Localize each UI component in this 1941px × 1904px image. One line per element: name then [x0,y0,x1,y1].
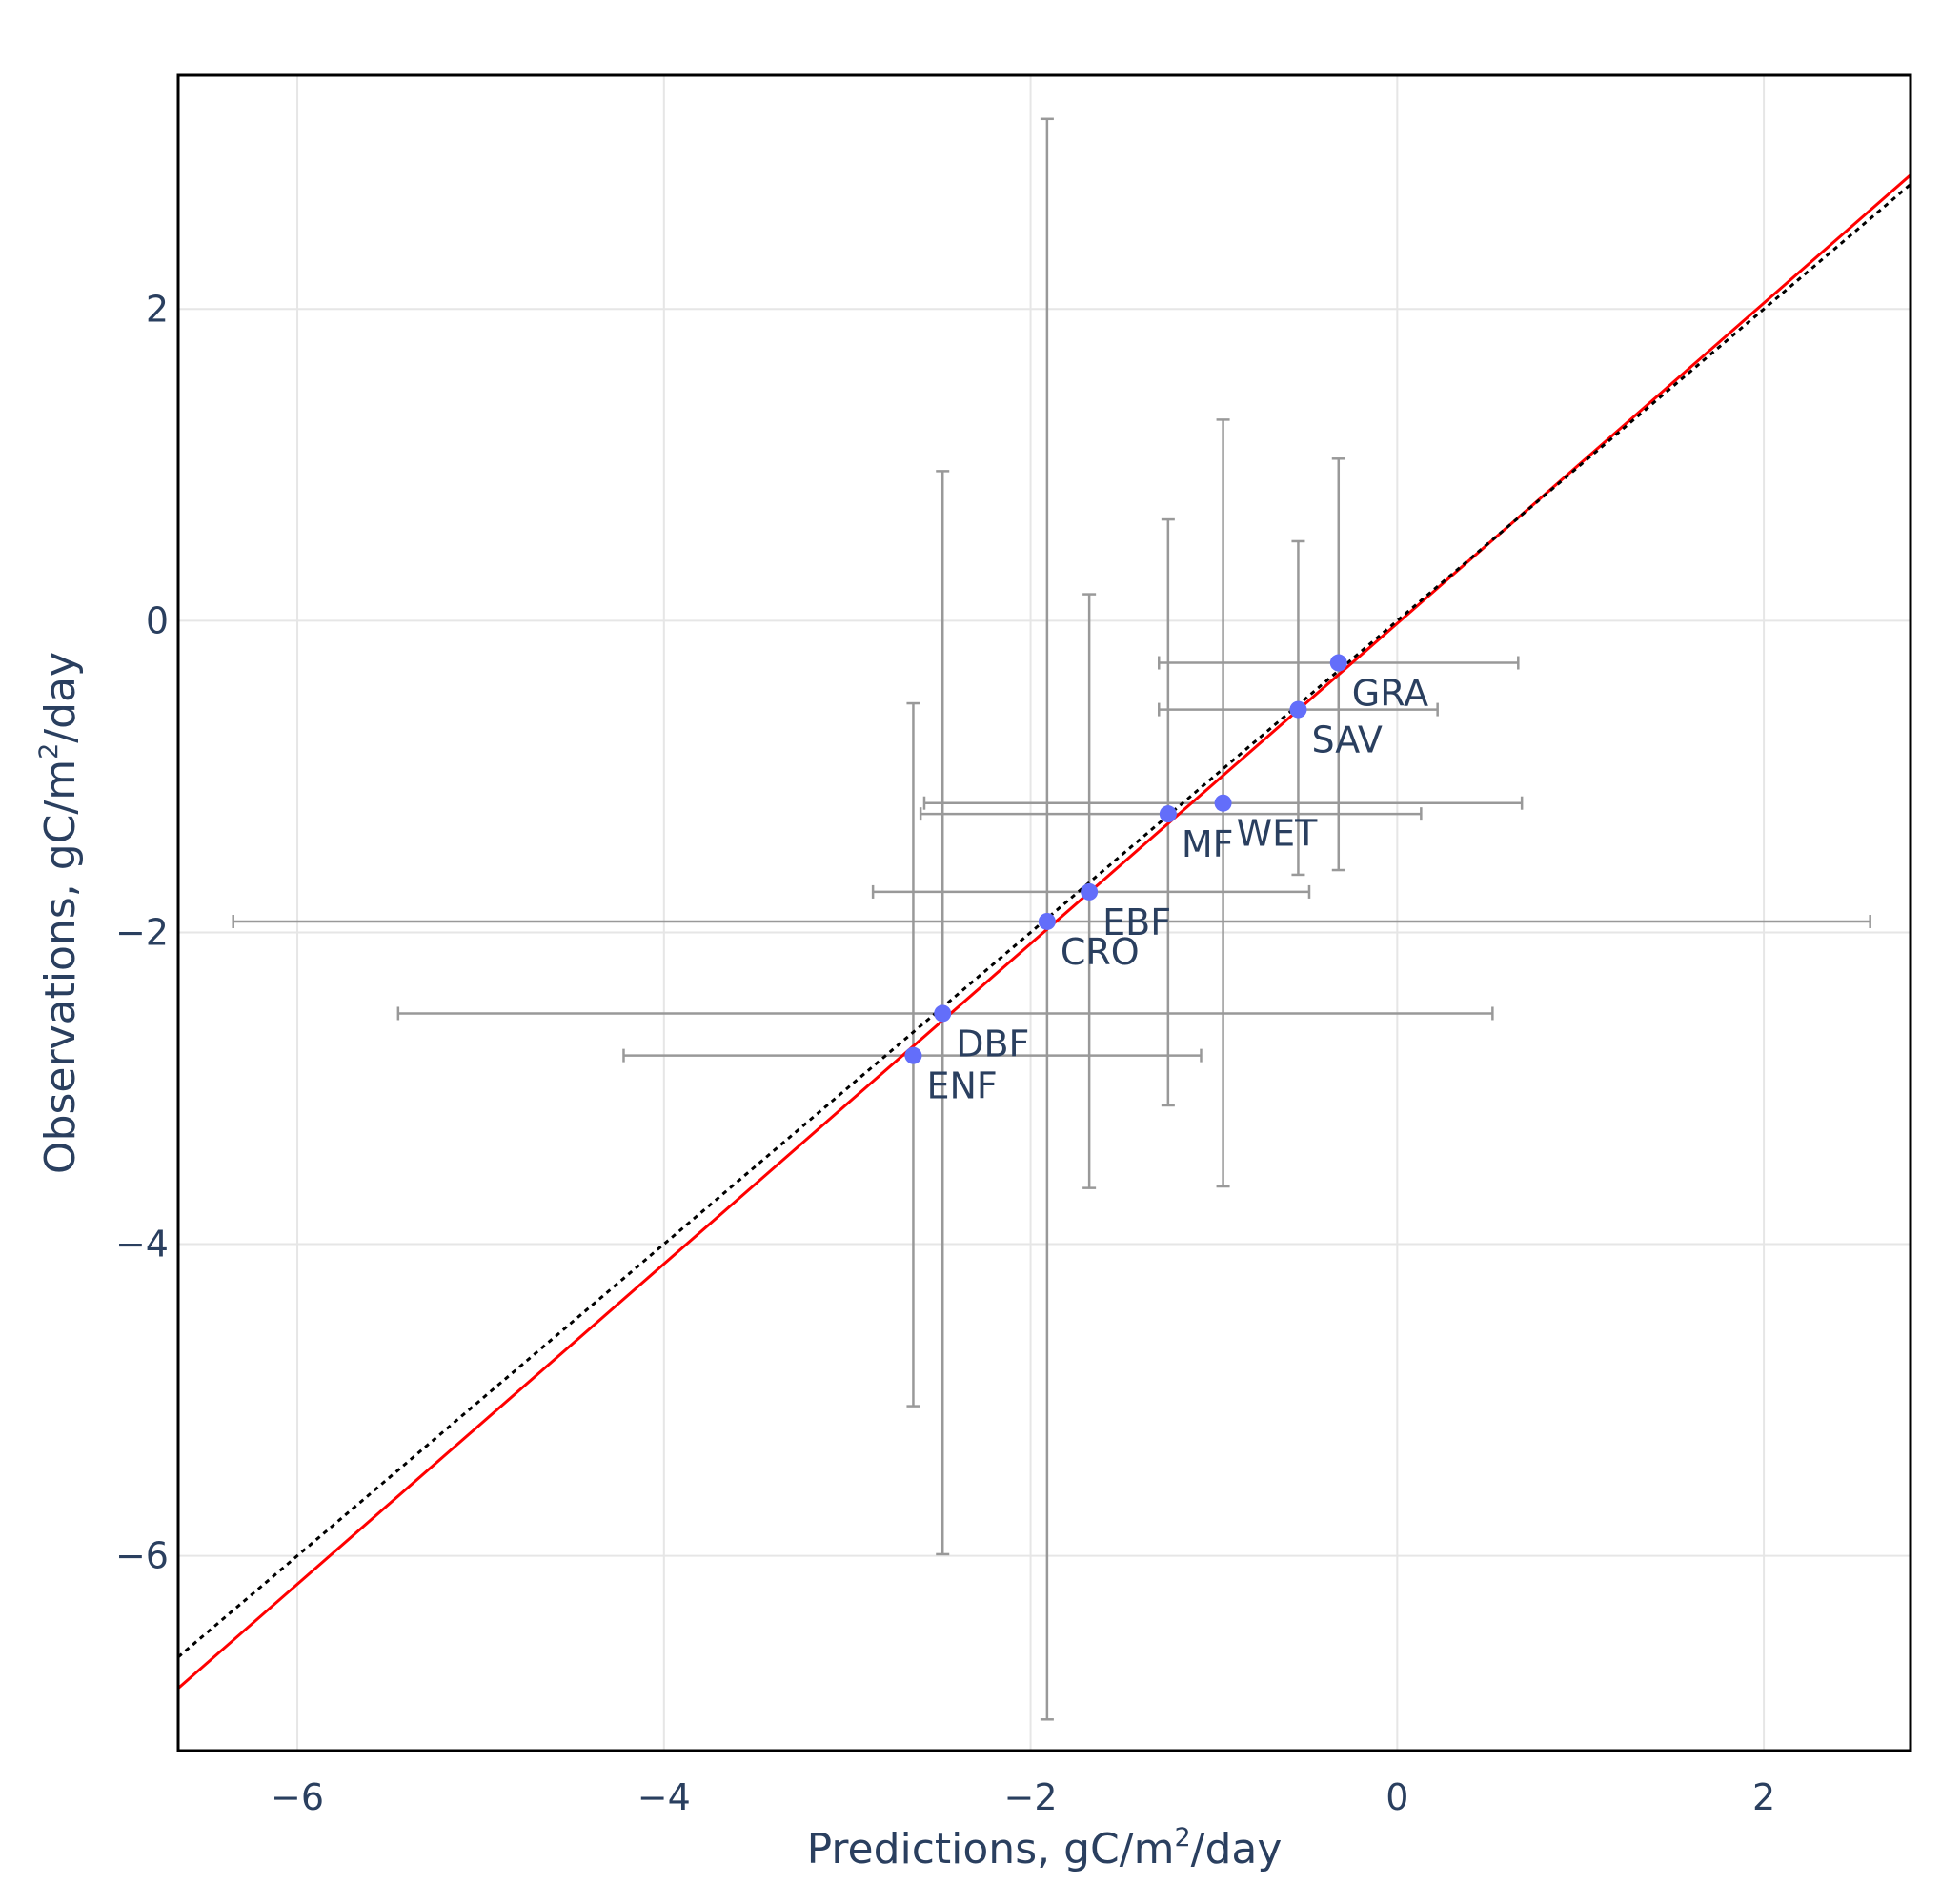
fit-line [178,173,1911,1690]
point-enf [904,1046,922,1064]
point-dbf [934,1004,952,1023]
y-tick-label: 2 [146,288,169,330]
point-mf [1159,805,1177,823]
point-gra [1329,654,1347,672]
point-label-wet: WET [1237,813,1319,855]
grid [178,75,1911,1751]
point-label-enf: ENF [926,1065,997,1107]
y-tick-label: −4 [115,1224,169,1266]
x-tick-label: 2 [1752,1776,1775,1818]
point-ebf [1081,882,1099,901]
y-axis-title: Observations, gC/m2/day [34,652,85,1174]
point-label-gra: GRA [1352,673,1428,715]
x-tick-label: 0 [1385,1776,1408,1818]
point-wet [1214,794,1232,812]
y-tick-label: −2 [115,911,169,953]
point-label-cro: CRO [1061,931,1140,973]
y-tick-label: −6 [115,1535,169,1577]
data-points [904,654,1347,1064]
plot-frame [176,73,1912,1752]
point-label-dbf: DBF [956,1023,1029,1064]
x-tick-label: −6 [271,1776,324,1818]
point-label-ebf: EBF [1102,901,1171,943]
point-sav [1289,700,1307,719]
x-axis-title: Predictions, gC/m2/day [807,1823,1283,1874]
point-label-mf: MF [1182,823,1234,865]
point-label-sav: SAV [1311,719,1382,761]
x-tick-label: −2 [1004,1776,1058,1818]
x-tick-label: −4 [637,1776,691,1818]
y-tick-label: 0 [146,599,169,641]
point-cro [1038,912,1056,930]
plot-area [178,117,1911,1721]
tick-labels: −6 −4 −2 0 2 2 0 −2 −4 −6 [115,288,1775,1818]
